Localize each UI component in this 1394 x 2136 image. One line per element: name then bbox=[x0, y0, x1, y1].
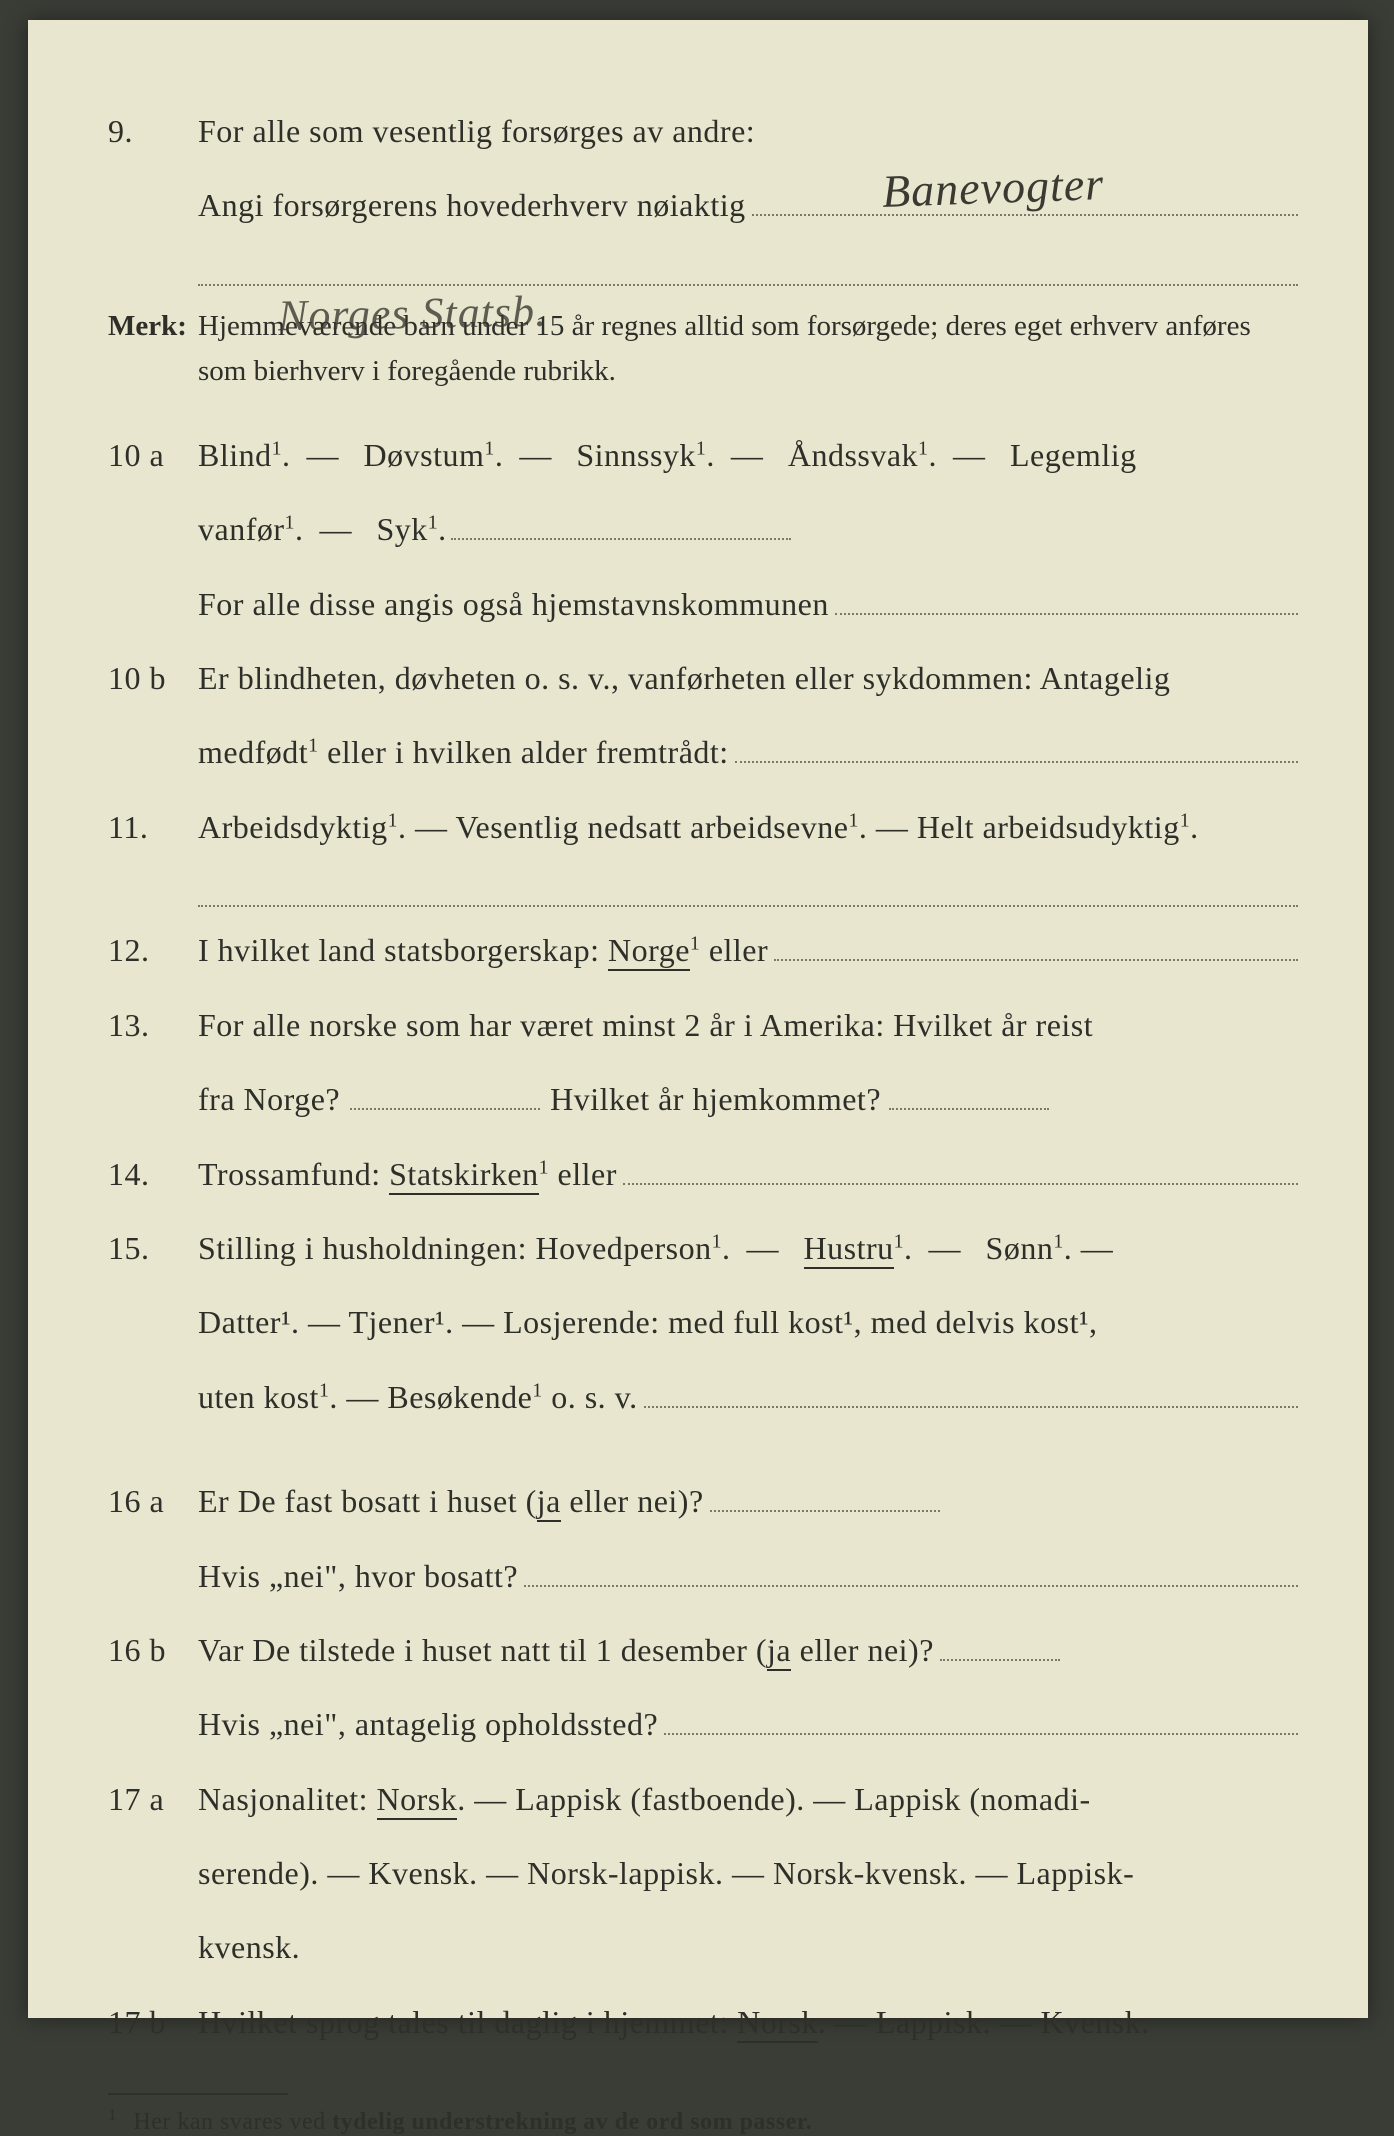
q16a: 16 a Er De fast bosatt i huset (ja eller… bbox=[108, 1470, 1298, 1532]
q11-options: Arbeidsdyktig1. — Vesentlig nedsatt arbe… bbox=[198, 796, 1298, 858]
q12-selected: Norge bbox=[608, 932, 690, 971]
q13-blank2[interactable] bbox=[889, 1108, 1049, 1110]
q17b-selected: Norsk bbox=[737, 2004, 818, 2043]
q12: 12. I hvilket land statsborgerskap: Norg… bbox=[108, 919, 1298, 981]
q10a-options-1: Blind1.— Døvstum1.— Sinnssyk1.— Åndssvak… bbox=[198, 424, 1298, 486]
q10b: 10 b Er blindheten, døvheten o. s. v., v… bbox=[108, 647, 1298, 709]
q16b-blank1[interactable] bbox=[940, 1659, 1060, 1661]
q12-blank[interactable] bbox=[774, 924, 1298, 961]
q9-line3: Norges Statsb. bbox=[108, 249, 1298, 286]
census-form-page: 9. For alle som vesentlig forsørges av a… bbox=[28, 20, 1368, 2018]
q13: 13. For alle norske som har været minst … bbox=[108, 994, 1298, 1056]
q13-line2: fra Norge? Hvilket år hjemkommet? bbox=[108, 1068, 1298, 1130]
q9-num: 9. bbox=[108, 100, 198, 162]
footnote-rule bbox=[108, 2093, 288, 2095]
q12-num: 12. bbox=[108, 919, 198, 981]
q10b-blank[interactable] bbox=[735, 726, 1298, 763]
footnote: 1 Her kan svares ved tydelig understrekn… bbox=[108, 2105, 1298, 2136]
q17a-num: 17 a bbox=[108, 1768, 198, 1830]
q15-line2-text: Datter¹. — Tjener¹. — Losjerende: med fu… bbox=[198, 1291, 1298, 1353]
q10b-line1: Er blindheten, døvheten o. s. v., vanfør… bbox=[198, 647, 1298, 709]
q10a-blank[interactable] bbox=[451, 538, 791, 540]
q15-blank[interactable] bbox=[644, 1371, 1298, 1408]
q15-num: 15. bbox=[108, 1217, 198, 1279]
q9-line2-text: Angi forsørgerens hovederhverv nøiaktig bbox=[198, 174, 746, 236]
handwritten-employer: Norges Statsb. bbox=[277, 268, 548, 358]
q14-selected: Statskirken bbox=[389, 1156, 538, 1195]
q9-blank1[interactable]: Banevogter bbox=[752, 179, 1298, 216]
q11-blank[interactable] bbox=[198, 870, 1298, 907]
merk-label: Merk: bbox=[108, 304, 198, 394]
handwritten-occupation: Banevogter bbox=[880, 139, 1105, 236]
q15-line2: Datter¹. — Tjener¹. — Losjerende: med fu… bbox=[108, 1291, 1298, 1353]
q16a-blank1[interactable] bbox=[710, 1510, 940, 1512]
q9: 9. For alle som vesentlig forsørges av a… bbox=[108, 100, 1298, 162]
q16a-num: 16 a bbox=[108, 1470, 198, 1532]
q13-num: 13. bbox=[108, 994, 198, 1056]
q14-blank[interactable] bbox=[623, 1147, 1298, 1184]
q10a-line3: For alle disse angis også hjemstavnskomm… bbox=[108, 573, 1298, 635]
q17b: 17 b Hvilket sprog tales til daglig i hj… bbox=[108, 1991, 1298, 2053]
q9-line2: Angi forsørgerens hovederhverv nøiaktig … bbox=[108, 174, 1298, 236]
q14-num: 14. bbox=[108, 1143, 198, 1205]
q10a-line2: vanfør1.— Syk1. bbox=[108, 498, 1298, 560]
q16a-selected: ja bbox=[537, 1483, 561, 1522]
q10b-num: 10 b bbox=[108, 647, 198, 709]
q16b-num: 16 b bbox=[108, 1619, 198, 1681]
q15-selected: Hustru bbox=[804, 1230, 894, 1269]
q17a-line3: kvensk. bbox=[108, 1916, 1298, 1978]
q11-blank-row bbox=[108, 870, 1298, 907]
q15-line3: uten kost1. — Besøkende1 o. s. v. bbox=[108, 1366, 1298, 1428]
q16b-selected: ja bbox=[767, 1632, 791, 1671]
q17a-selected: Norsk bbox=[377, 1781, 458, 1820]
q17b-num: 17 b bbox=[108, 1991, 198, 2053]
q10a-num: 10 a bbox=[108, 424, 198, 486]
q10a: 10 a Blind1.— Døvstum1.— Sinnssyk1.— Ånd… bbox=[108, 424, 1298, 486]
q10a-municipality-blank[interactable] bbox=[835, 577, 1298, 614]
q11-num: 11. bbox=[108, 796, 198, 858]
q16a-line2: Hvis „nei", hvor bosatt? bbox=[108, 1545, 1298, 1607]
q13-line1: For alle norske som har været minst 2 år… bbox=[198, 994, 1298, 1056]
q15: 15. Stilling i husholdningen: Hovedperso… bbox=[108, 1217, 1298, 1279]
q9-line1: For alle som vesentlig forsørges av andr… bbox=[198, 100, 1298, 162]
q17a-line2: serende). — Kvensk. — Norsk-lappisk. — N… bbox=[108, 1842, 1298, 1904]
q14: 14. Trossamfund: Statskirken1 eller bbox=[108, 1143, 1298, 1205]
q10b-line2: medfødt1 eller i hvilken alder fremtrådt… bbox=[108, 721, 1298, 783]
q16b: 16 b Var De tilstede i huset natt til 1 … bbox=[108, 1619, 1298, 1681]
q16b-line2: Hvis „nei", antagelig opholdssted? bbox=[108, 1693, 1298, 1755]
q11: 11. Arbeidsdyktig1. — Vesentlig nedsatt … bbox=[108, 796, 1298, 858]
q9-blank2[interactable]: Norges Statsb. bbox=[198, 249, 1298, 286]
q17a: 17 a Nasjonalitet: Norsk. — Lappisk (fas… bbox=[108, 1768, 1298, 1830]
q16b-blank2[interactable] bbox=[664, 1698, 1298, 1735]
q16a-blank2[interactable] bbox=[524, 1549, 1298, 1586]
q13-blank1[interactable] bbox=[350, 1108, 540, 1110]
